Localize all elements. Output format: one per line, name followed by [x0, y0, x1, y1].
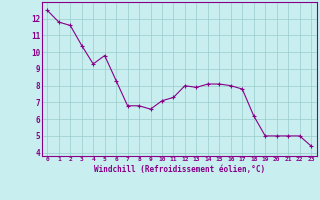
X-axis label: Windchill (Refroidissement éolien,°C): Windchill (Refroidissement éolien,°C) [94, 165, 265, 174]
